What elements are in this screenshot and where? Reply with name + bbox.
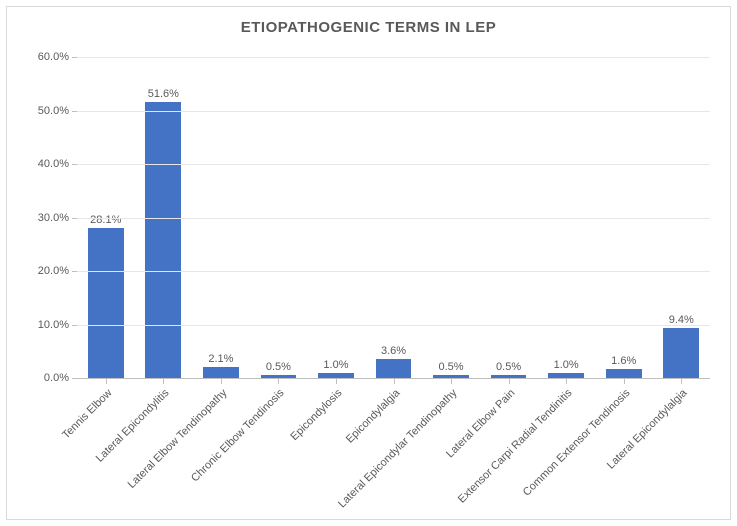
x-tick [336,379,337,384]
bar-value-label: 3.6% [381,345,406,359]
gridline [77,111,710,112]
x-tick [624,379,625,384]
y-tick-label: 60.0% [38,51,77,63]
gridline [77,164,710,165]
bar: 1.6% [606,369,642,378]
chart-title: ETIOPATHOGENIC TERMS IN LEP [7,19,730,36]
bar: 28.1% [88,228,124,378]
y-tick-label: 0.0% [44,372,77,384]
x-tick [394,379,395,384]
bar-value-label: 0.5% [266,361,291,375]
bar: 0.5% [491,375,527,378]
bar-value-label: 0.5% [496,361,521,375]
bar-value-label: 1.0% [554,359,579,373]
y-tick-label: 50.0% [38,105,77,117]
x-label-slot: Chronic Elbow Tendinosis [250,379,308,519]
x-tick [278,379,279,384]
bar-value-label: 28.1% [90,214,121,228]
y-tick-label: 20.0% [38,265,77,277]
y-tick-label: 40.0% [38,158,77,170]
bar-value-label: 9.4% [669,314,694,328]
plot-area: 28.1%51.6%2.1%0.5%1.0%3.6%0.5%0.5%1.0%1.… [77,57,710,379]
bar: 1.0% [548,373,584,378]
bar: 2.1% [203,367,239,378]
gridline [77,218,710,219]
y-tick-label: 10.0% [38,319,77,331]
x-tick-label: Tennis Elbow [60,387,114,441]
x-tick [509,379,510,384]
bar: 9.4% [663,328,699,378]
bar: 0.5% [261,375,297,378]
y-tick-label: 30.0% [38,212,77,224]
bar-value-label: 0.5% [439,361,464,375]
bar-value-label: 1.0% [323,359,348,373]
bar: 1.0% [318,373,354,378]
x-label-slot: Lateral Epicondylalgia [652,379,710,519]
x-tick [163,379,164,384]
x-tick [451,379,452,384]
bar: 3.6% [376,359,412,378]
gridline [77,325,710,326]
bar: 0.5% [433,375,469,378]
chart-frame: ETIOPATHOGENIC TERMS IN LEP 28.1% 51.6% 2.… [6,6,731,520]
x-tick [106,379,107,384]
bar: 51.6% [145,102,181,378]
x-tick [681,379,682,384]
bar-value-label: 1.6% [611,355,636,369]
x-tick [221,379,222,384]
chart-container: ETIOPATHOGENIC TERMS IN LEP 28.1% 51.6% 2.… [0,0,737,526]
gridline [77,271,710,272]
bar-value-label: 51.6% [148,88,179,102]
x-tick [566,379,567,384]
bar-value-label: 2.1% [208,353,233,367]
x-labels-row: Tennis ElbowLateral EpicondylitisLateral… [77,379,710,519]
gridline [77,57,710,58]
